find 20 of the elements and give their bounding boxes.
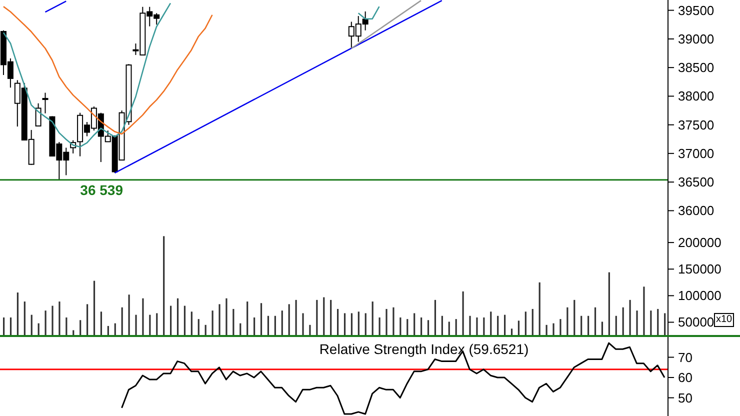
y-tick-label: 100000: [678, 288, 722, 304]
candlestick: [42, 92, 48, 114]
y-tick-label: 50000: [678, 314, 714, 330]
candlestick: [35, 102, 42, 126]
y-tick-label: 38000: [678, 88, 714, 104]
y-tick-label: 70: [678, 350, 692, 365]
y-tick-label: 38500: [678, 60, 714, 76]
y-tick-label: 200000: [678, 235, 722, 250]
ref-line-label: 36 539: [80, 182, 124, 198]
text: x10: [714, 313, 734, 327]
y-tick-label: 36000: [678, 203, 714, 218]
y-tick-label: 39000: [678, 31, 714, 46]
y-tick-label: 60: [678, 370, 692, 386]
y-tick-label: 39500: [678, 2, 714, 18]
y-tick-label: 150000: [678, 262, 722, 277]
y-tick-label: 36500: [678, 174, 714, 190]
y-tick-label: 37000: [678, 146, 714, 161]
y-tick-label: 50: [678, 390, 692, 406]
chart-title: Relative Strength Index (59.6521): [318, 341, 530, 357]
y-tick-label: 37500: [678, 117, 714, 132]
